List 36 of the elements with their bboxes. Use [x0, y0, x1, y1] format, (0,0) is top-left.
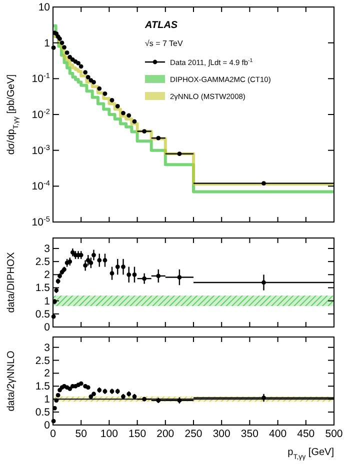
x-tick-label: 100 [100, 428, 118, 440]
y-tick-label: 10$^{-2}$ [32, 106, 50, 121]
x-axis-title: p$_{T,γγ}$ [GeV] [288, 447, 334, 460]
x-tick-label: 150 [128, 428, 146, 440]
y-tick-label: 1.5 [35, 380, 50, 393]
y-tick-label: 0.5 [35, 308, 50, 320]
x-tick-label: 250 [184, 428, 202, 440]
y-tick-label: 1 [44, 37, 50, 50]
y-tick-label: 10$^{-3}$ [32, 142, 50, 157]
y-tick-label: 1 [44, 394, 50, 406]
y-tick-label: 0 [44, 420, 50, 432]
x-tick-label: 50 [75, 428, 88, 440]
y-tick-label: 0.5 [35, 406, 50, 419]
x-tick-label: 500 [325, 428, 343, 440]
y-tick-label: 0 [44, 322, 50, 334]
annotation: ATLAS [144, 20, 178, 31]
y-tick-label: 1.5 [35, 282, 50, 294]
x-tick-label: 300 [212, 428, 231, 440]
y-axis-title: data/DIPHOX [6, 252, 17, 313]
x-tick-label: 450 [297, 428, 315, 440]
x-tick-label: 200 [156, 428, 174, 440]
y-tick-label: 10$^{-1}$ [32, 70, 50, 86]
y-tick-label: 3 [44, 342, 50, 354]
x-tick-label: 350 [240, 428, 259, 440]
y-tick-label: 2.5 [35, 354, 50, 367]
x-tick-label: 400 [269, 428, 287, 440]
y-tick-label: 10$^{-5}$ [32, 214, 50, 228]
annotation: √s = 7 TeV [145, 39, 184, 48]
y-tick-label: 1 [44, 295, 50, 308]
y-tick-label: 2 [44, 269, 50, 282]
y-tick-label: 2 [44, 368, 50, 380]
y-tick-label: 3 [44, 242, 50, 255]
y-tick-label: 10$^{-4}$ [32, 178, 50, 193]
y-tick-label: 10 [38, 2, 50, 14]
y-axis-title: data/2γNNLO [6, 350, 17, 412]
y-tick-label: 2.5 [35, 256, 50, 268]
